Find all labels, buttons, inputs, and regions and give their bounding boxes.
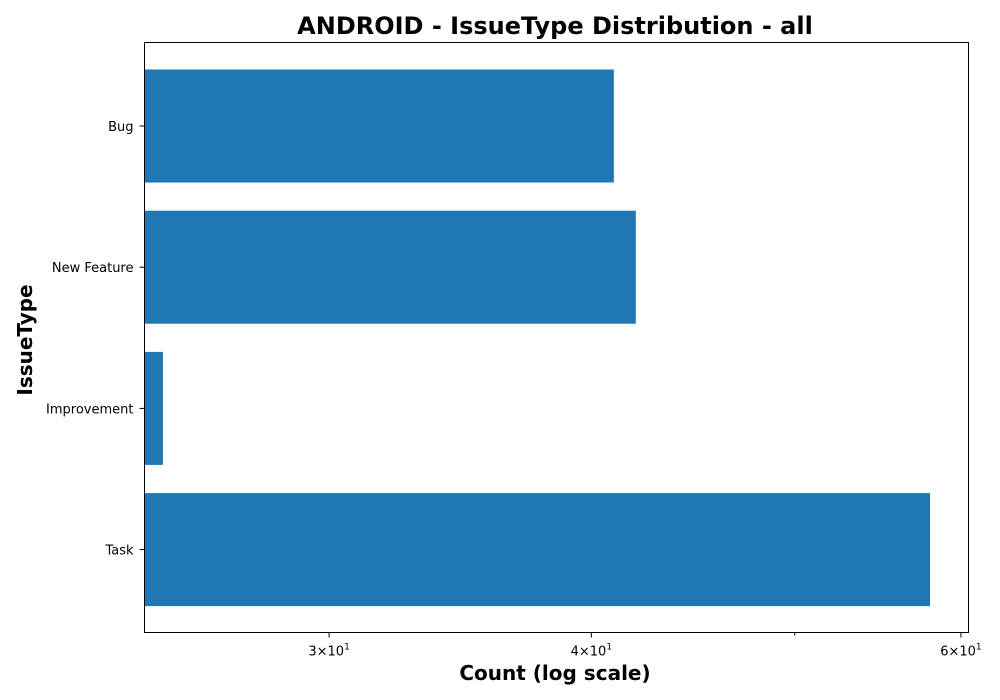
x-axis-ticks: 3×101 4×101 6×101: [308, 632, 982, 660]
bar-bug: [144, 69, 614, 183]
bars-group: [144, 69, 931, 607]
chart-title: ANDROID - IssueType Distribution - all: [297, 12, 813, 40]
x-axis-label: Count (log scale): [459, 661, 650, 685]
y-tick-label-task: Task: [104, 544, 134, 559]
bar-task: [144, 493, 931, 607]
x-tick-label: 3×101: [308, 643, 349, 660]
bar-new-feature: [144, 210, 636, 324]
y-axis-label: IssueType: [13, 284, 37, 395]
bar-improvement: [144, 351, 163, 465]
y-tick-label-new-feature: New Feature: [52, 261, 134, 276]
y-tick-label-improvement: Improvement: [46, 402, 133, 417]
y-axis-ticks: Bug New Feature Improvement Task: [46, 120, 145, 559]
y-tick-label-bug: Bug: [108, 120, 133, 135]
plot-frame: [144, 42, 969, 633]
x-tick-label: 4×101: [571, 643, 612, 660]
x-tick-label: 6×101: [940, 643, 981, 660]
